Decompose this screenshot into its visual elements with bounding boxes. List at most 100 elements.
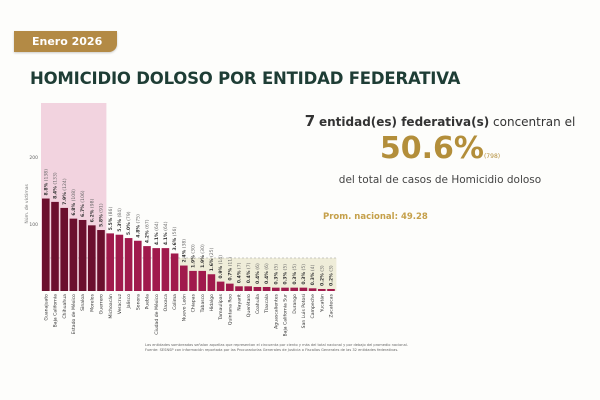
- x-tick-label: Baja California Sur: [283, 294, 289, 337]
- bar: [244, 286, 252, 291]
- x-tick-label: Nayarit: [237, 294, 243, 311]
- y-tick-label: 200: [29, 155, 38, 161]
- data-label: 5.5% (86): [108, 207, 114, 231]
- data-label: 0.2% (3): [319, 265, 325, 286]
- data-label: 0.3% (5): [273, 264, 279, 285]
- bar: [207, 274, 216, 291]
- x-tick-label: Sonora: [135, 294, 141, 310]
- y-tick-label: 100: [29, 222, 38, 228]
- data-label: 0.9% (14): [218, 255, 224, 279]
- x-tick-label: Colima: [172, 294, 178, 310]
- data-label: 0.3% (5): [292, 264, 298, 285]
- bar: [262, 286, 271, 291]
- bar: [308, 288, 317, 291]
- x-tick-label: Estado de México: [70, 294, 77, 335]
- x-tick-label: Guerrero: [99, 294, 105, 315]
- page-title: HOMICIDIO DOLOSO POR ENTIDAD FEDERATIVA: [30, 69, 461, 88]
- bar: [143, 246, 151, 291]
- x-tick-label: Sinaloa: [80, 294, 86, 311]
- summary-concentrate: concentran el: [493, 115, 576, 129]
- x-tick-label: Aguascalientes: [273, 293, 279, 328]
- y-axis-label: Núm. de víctimas: [23, 184, 30, 224]
- bar: [161, 248, 170, 291]
- bar: [235, 286, 243, 291]
- x-tick-label: Nuevo León: [180, 294, 187, 321]
- data-label: 4.8% (75): [135, 214, 141, 238]
- x-tick-label: Puebla: [145, 294, 151, 310]
- x-tick-label: Oaxaca: [163, 294, 169, 311]
- bar: [106, 233, 114, 291]
- bar: [290, 287, 298, 291]
- data-label: 0.3% (5): [283, 264, 289, 285]
- bar: [281, 287, 289, 291]
- bar: [216, 281, 225, 291]
- x-tick-label: Chihuahua: [62, 294, 68, 319]
- bar: [318, 288, 326, 291]
- footnote: Las entidades sombreadas señalan aquella…: [145, 343, 445, 353]
- summary-panel: 7 entidad(es) federativa(s) concentran e…: [300, 112, 580, 186]
- summary-percent: 50.6%: [379, 131, 484, 166]
- data-label: 4.2% (67): [145, 219, 151, 243]
- x-tick-label: Baja California: [53, 294, 59, 328]
- data-label: 4.1% (64): [163, 221, 169, 245]
- bar: [327, 288, 335, 291]
- bar: [115, 234, 124, 291]
- bar: [299, 287, 308, 291]
- x-tick-label: Zacatecas: [329, 293, 335, 317]
- data-label: 6.8% (108): [71, 189, 77, 216]
- footnote-line: Las entidades sombreadas señalan aquella…: [145, 343, 408, 347]
- x-tick-label: Morelos: [89, 293, 95, 311]
- x-tick-label: Michoacán: [107, 294, 114, 319]
- bar: [180, 265, 188, 291]
- period-badge: Enero 2026: [14, 31, 117, 52]
- bar: [189, 270, 197, 291]
- data-label: 1.9% (30): [191, 244, 197, 268]
- x-tick-label: Guanajuato: [43, 294, 49, 321]
- x-tick-label: Yucatán: [318, 294, 325, 313]
- x-tick-label: Durango: [292, 294, 298, 314]
- data-label: 0.4% (6): [264, 263, 270, 284]
- data-label: 0.4% (7): [237, 262, 243, 283]
- summary-count: 7: [304, 112, 316, 130]
- bar: [51, 201, 59, 291]
- data-label: 0.2% (3): [329, 265, 335, 286]
- data-label: 0.3% (5): [301, 264, 307, 285]
- x-tick-label: Quintana Roo: [227, 294, 233, 325]
- data-label: 1.6% (25): [209, 247, 215, 271]
- bar: [78, 219, 87, 291]
- data-label: 8.4% (133): [53, 172, 59, 199]
- bar: [42, 198, 50, 291]
- data-label: 0.3% (4): [310, 264, 316, 285]
- summary-entities: entidad(es) federativa(s): [318, 115, 490, 129]
- data-label: 6.2% (98): [89, 198, 95, 222]
- x-tick-label: Hidalgo: [209, 294, 215, 312]
- data-label: 5.8% (91): [99, 203, 105, 227]
- bar: [60, 207, 68, 291]
- data-label: 8.8% (138): [43, 169, 49, 196]
- x-tick-label: Coahuila: [255, 294, 261, 314]
- x-tick-label: San Luis Potosí: [300, 293, 307, 328]
- bar: [272, 287, 280, 291]
- bar: [69, 218, 78, 291]
- bar: [170, 253, 179, 291]
- data-label: 5.3% (84): [117, 208, 123, 232]
- x-tick-label: Ciudad de México: [153, 294, 160, 335]
- bar: [226, 283, 234, 291]
- x-tick-label: Jalisco: [126, 294, 132, 310]
- bar: [134, 240, 142, 291]
- x-tick-label: Tlaxcala: [264, 294, 270, 314]
- data-label: 0.4% (6): [255, 263, 261, 284]
- x-tick-label: Campeche: [310, 294, 316, 319]
- footnote-source: Fuente: SESNSP con información reportada…: [145, 348, 399, 352]
- bar: [253, 286, 262, 291]
- summary-cases: (798): [483, 153, 501, 160]
- data-label: 1.9% (30): [200, 244, 206, 268]
- bar: [97, 230, 105, 291]
- x-tick-label: Querétaro: [245, 294, 252, 317]
- x-tick-label: Chiapas: [191, 293, 197, 312]
- data-label: 0.4% (7): [246, 262, 252, 283]
- bar: [152, 248, 160, 291]
- data-label: 0.7% (11): [227, 257, 233, 281]
- average-label: Prom. nacional: 49.28: [323, 212, 428, 222]
